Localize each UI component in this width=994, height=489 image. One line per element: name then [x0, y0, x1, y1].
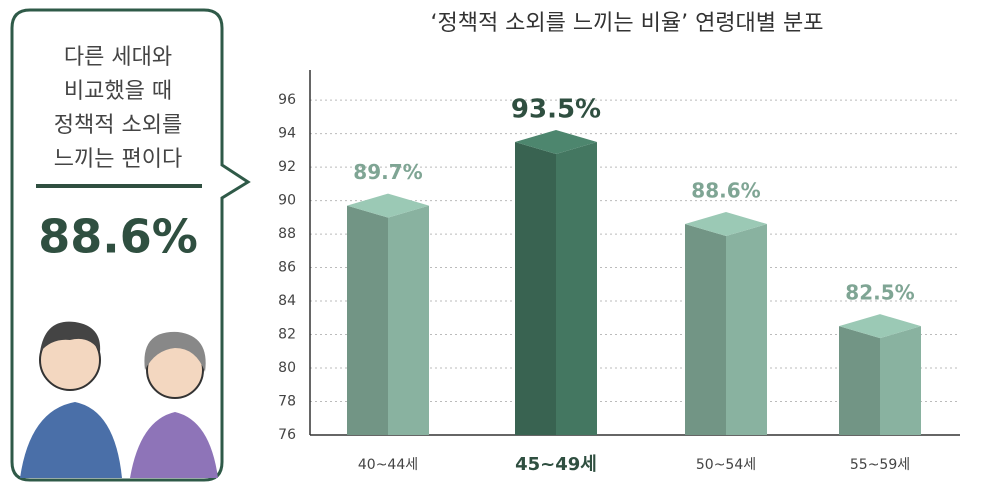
- data-label: 93.5%: [511, 94, 601, 124]
- y-tick-label: 78: [278, 394, 296, 410]
- bar-right-face: [880, 326, 921, 435]
- callout-line: 정책적 소외를: [54, 113, 182, 138]
- y-tick-label: 88: [278, 226, 296, 242]
- data-label: 88.6%: [691, 179, 760, 203]
- bar-left-face: [839, 326, 880, 435]
- y-tick-label: 94: [278, 126, 296, 142]
- bar-left-face: [515, 141, 556, 435]
- y-tick-label: 82: [278, 327, 296, 343]
- y-tick-label: 84: [278, 293, 296, 309]
- data-label: 89.7%: [353, 160, 422, 184]
- y-tick-label: 86: [278, 260, 296, 276]
- x-tick-label: 50~54세: [696, 457, 756, 473]
- y-tick-label: 76: [278, 427, 296, 443]
- x-tick-label: 45~49세: [515, 454, 597, 475]
- chart-title: ‘정책적 소외를 느끼는 비율’ 연령대별 분포: [430, 11, 823, 36]
- bar-top-face: [347, 193, 429, 218]
- x-tick-label: 40~44세: [358, 457, 418, 473]
- data-label: 82.5%: [845, 281, 914, 305]
- callout-line: 느끼는 편이다: [54, 147, 182, 172]
- people-illustration: [20, 321, 218, 478]
- bar-right-face: [388, 205, 429, 435]
- callout-line: 다른 세대와: [64, 45, 172, 70]
- y-tick-label: 92: [278, 159, 296, 175]
- callout-value: 88.6%: [38, 210, 198, 264]
- bar-left-face: [685, 224, 726, 435]
- bar-top-face: [839, 314, 921, 339]
- bar-right-face: [556, 141, 597, 435]
- bar-right-face: [726, 224, 767, 435]
- bar-left-face: [347, 205, 388, 435]
- x-tick-label: 55~59세: [850, 457, 910, 473]
- bar-top-face: [515, 129, 597, 154]
- bar-top-face: [685, 212, 767, 237]
- y-tick-label: 80: [278, 360, 296, 376]
- callout-text: 다른 세대와 비교했을 때 정책적 소외를 느끼는 편이다: [54, 45, 182, 172]
- callout-line: 비교했을 때: [64, 79, 172, 104]
- y-tick-label: 96: [278, 92, 296, 108]
- y-tick-label: 90: [278, 193, 296, 209]
